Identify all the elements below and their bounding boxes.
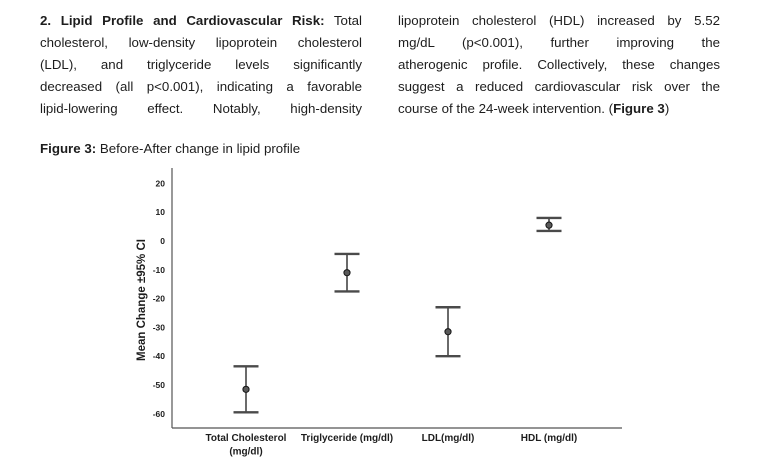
text-line: cholesterol, low-density lipoprotein cho…	[40, 35, 362, 50]
y-tick-label: -50	[153, 380, 166, 390]
y-axis-title: Mean Change ±95% CI	[136, 239, 148, 361]
x-category-label: Total Cholesterol	[206, 433, 287, 444]
body-text-left-column: 2. Lipid Profile and Cardiovascular Risk…	[40, 10, 362, 120]
y-tick-label: 20	[156, 178, 166, 188]
text-line: lipid-lowering effect. Notably, high-den…	[40, 101, 362, 116]
y-tick-label: -30	[153, 322, 166, 332]
figure-caption: Figure 3: Before-After change in lipid p…	[40, 140, 300, 158]
body-text-right-column: lipoprotein cholesterol (HDL) increased …	[398, 10, 720, 120]
text-line: lipoprotein cholesterol (HDL) increased …	[398, 13, 720, 28]
mean-point-marker	[444, 328, 452, 336]
body-text: 2. Lipid Profile and Cardiovascular Risk…	[40, 10, 721, 120]
text-line: mg/dL (p<0.001), further improving the	[398, 35, 720, 50]
text-line: atherogenic profile. Collectively, these…	[398, 57, 720, 72]
text-line: (LDL), and triglyceride levels significa…	[40, 57, 362, 72]
errorbar-chart-canvas: 20 10 0 -10 -20 -30 -40 -50 -60 Mean Change ±95% …	[136, 168, 622, 458]
figure-caption-text: Before-After change in lipid profile	[96, 141, 301, 156]
y-tick-label: -40	[153, 351, 166, 361]
text-line: 2. Lipid Profile and Cardiovascular Risk…	[40, 13, 362, 28]
y-tick-label: 0	[160, 236, 165, 246]
y-tick-label: -10	[153, 265, 166, 275]
y-tick-label: -60	[153, 409, 166, 419]
figure-3-chart: 20 10 0 -10 -20 -30 -40 -50 -60 Mean Change ±95% …	[0, 160, 759, 461]
text-line: course of the 24-week intervention. (Fig…	[398, 101, 670, 116]
mean-point-marker	[242, 385, 250, 393]
y-tick-label: 10	[156, 207, 166, 217]
figure-reference: Figure 3	[613, 101, 665, 116]
x-category-label: HDL (mg/dl)	[521, 433, 577, 444]
text-line: suggest a reduced cardiovascular risk ov…	[398, 79, 720, 94]
mean-point-marker	[545, 221, 553, 229]
x-category-label: (mg/dl)	[229, 447, 262, 458]
y-tick-label: -20	[153, 294, 166, 304]
figure-caption-label: Figure 3:	[40, 141, 97, 156]
x-category-label: LDL(mg/dl)	[422, 433, 475, 444]
text-line: decreased (all p<0.001), indicating a fa…	[40, 79, 362, 94]
mean-point-marker	[343, 269, 351, 277]
section-heading: 2. Lipid Profile and Cardiovascular Risk…	[40, 13, 325, 28]
x-category-label: Triglyceride (mg/dl)	[301, 433, 393, 444]
